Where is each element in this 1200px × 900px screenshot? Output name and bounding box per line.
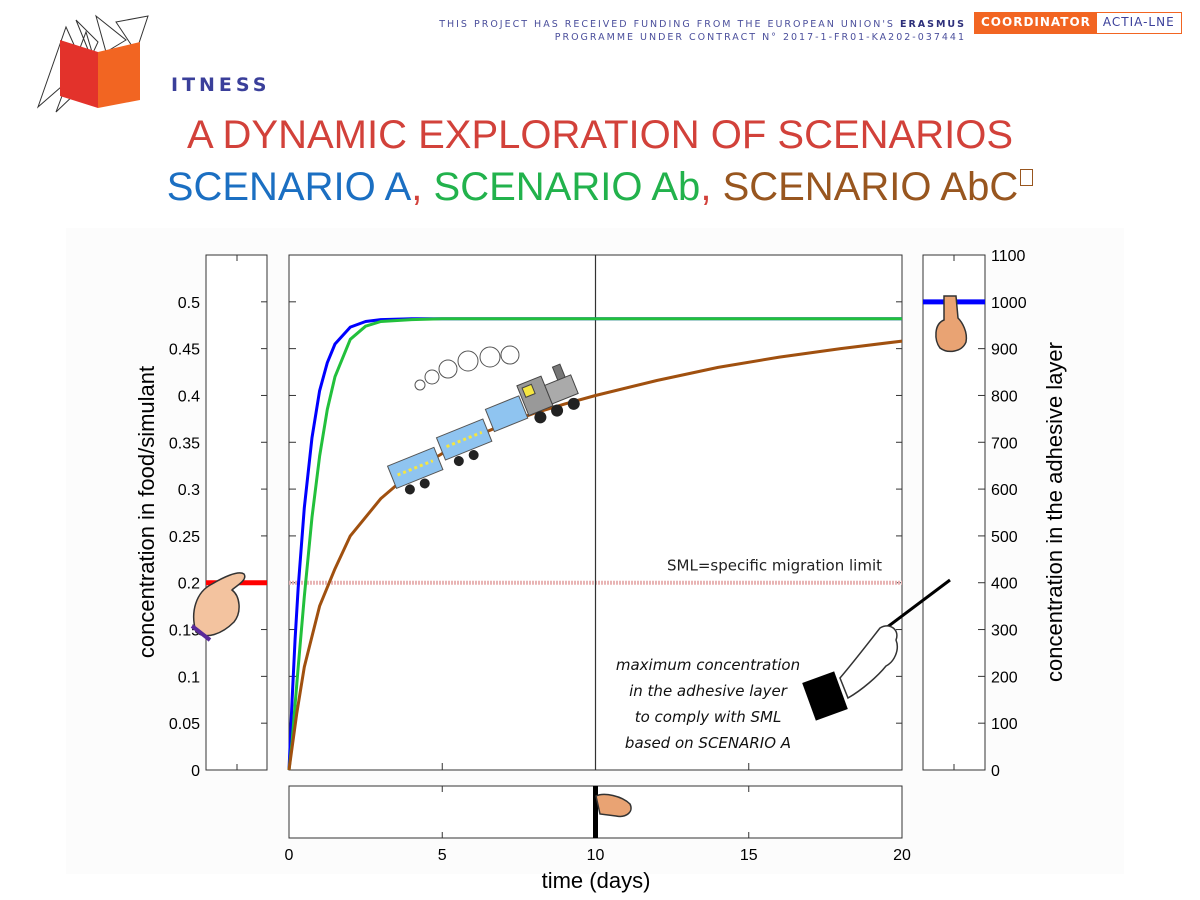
page-title: A DYNAMIC EXPLORATION OF SCENARIOS (186, 113, 1014, 157)
y2-tick-label: 500 (991, 529, 1018, 546)
coordinator-badge: COORDINATOR ACTIA-LNE (974, 12, 1182, 34)
cursor-hand-icon (595, 793, 632, 818)
logo-initial: F (152, 72, 166, 96)
right-hand-pointer-icon (935, 295, 968, 353)
y-tick-label: 0.5 (178, 295, 200, 312)
sml-label: SML=specific migration limit (667, 557, 882, 575)
y-tick-label: 0.2 (178, 576, 200, 593)
y2-tick-label: 900 (991, 342, 1018, 359)
y-tick-label: 0 (191, 763, 200, 780)
coordinator-name: ACTIA-LNE (1096, 13, 1181, 33)
series-line-scenario-ab (287, 317, 902, 771)
annotation-line-1: maximum concentration (616, 656, 800, 674)
subtitle-separator: , (700, 165, 712, 209)
x-tick-label: 5 (438, 847, 447, 864)
y2-tick-label: 300 (991, 623, 1018, 640)
y-tick-label: 0.25 (169, 529, 200, 546)
annotation-line-3: to comply with SML (635, 708, 782, 726)
annotation-line-4: based on SCENARIO A (625, 734, 791, 752)
y2-tick-label: 600 (991, 482, 1018, 499)
y2-tick-label: 100 (991, 716, 1018, 733)
y-tick-label: 0.45 (169, 342, 200, 359)
x-tick-label: 0 (285, 847, 294, 864)
x-axis-label: time (days) (542, 868, 651, 893)
pointer-stick-hand-icon (802, 578, 951, 721)
missing-glyph-icon (1020, 168, 1034, 186)
y2-tick-label: 800 (991, 388, 1018, 405)
y-tick-label: 0.3 (178, 482, 200, 499)
fitness-logo: F ITNESS (36, 12, 276, 117)
left-hand-pointer-icon (190, 572, 246, 642)
y2-tick-label: 1100 (991, 248, 1026, 265)
train-icon (386, 345, 580, 495)
coordinator-tag: COORDINATOR (975, 13, 1097, 33)
x-tick-label: 15 (740, 847, 758, 864)
page-subtitle: SCENARIO A, SCENARIO Ab, SCENARIO AbC (0, 165, 1200, 210)
scenario-ab-label: SCENARIO Ab (433, 165, 701, 209)
funding-line-2: PROGRAMME UNDER CONTRACT N° 2017-1-FR01-… (554, 32, 966, 43)
funding-program: ERASMUS (899, 19, 966, 30)
y-tick-label: 0.35 (169, 435, 200, 452)
logo-text: ITNESS (171, 74, 271, 96)
y2-tick-label: 700 (991, 435, 1018, 452)
y2-tick-label: 0 (991, 763, 1000, 780)
x-tick-label: 20 (893, 847, 911, 864)
subtitle-separator: , (411, 165, 423, 209)
left-gauge-frame (205, 254, 268, 771)
scenario-abc-label: SCENARIO AbC (722, 165, 1019, 209)
annotation-line-2: in the adhesive layer (629, 682, 788, 700)
y-axis-label: concentration in food/simulant (134, 366, 159, 658)
y2-tick-label: 200 (991, 669, 1018, 686)
x-tick-label: 10 (587, 847, 605, 864)
y2-tick-label: 1000 (991, 295, 1027, 312)
funding-line-1: THIS PROJECT HAS RECEIVED FUNDING FROM T… (439, 19, 900, 30)
y2-axis-label: concentration in the adhesive layer (1042, 342, 1067, 682)
scenario-a-label: SCENARIO A (166, 165, 412, 209)
y-tick-label: 0.1 (178, 669, 200, 686)
book-logo-icon (36, 14, 149, 113)
funding-notice: THIS PROJECT HAS RECEIVED FUNDING FROM T… (439, 18, 966, 44)
y-tick-label: 0.4 (178, 388, 200, 405)
y-tick-label: 0.05 (169, 716, 200, 733)
y2-tick-label: 400 (991, 576, 1018, 593)
